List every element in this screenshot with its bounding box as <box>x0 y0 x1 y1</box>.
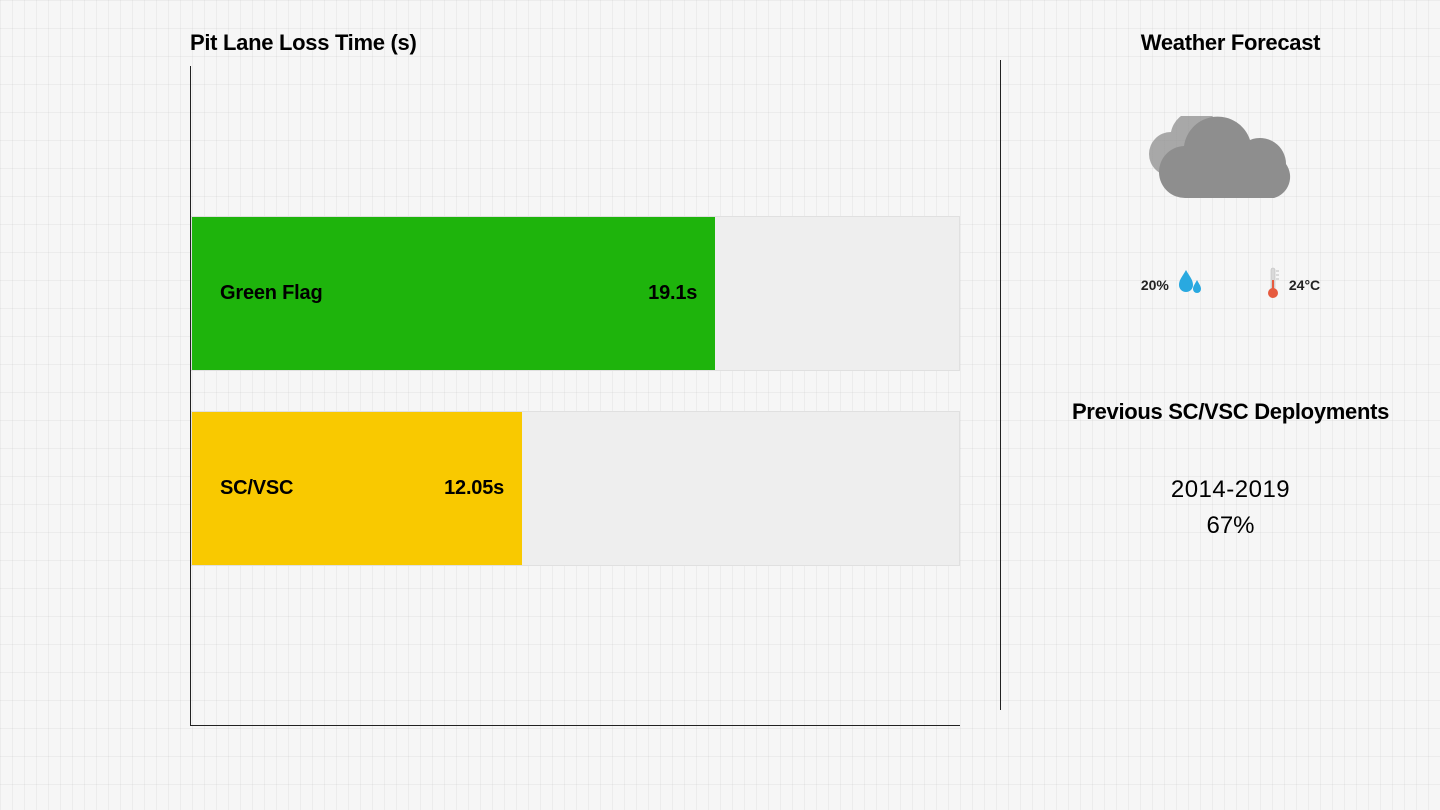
bar-label: Green Flag <box>220 282 322 305</box>
side-panel: Weather Forecast 20% <box>1000 60 1400 710</box>
rain-chance-value: 20% <box>1141 277 1169 293</box>
bar-track: SC/VSC 12.05s <box>191 411 960 566</box>
rain-chance: 20% <box>1141 268 1205 301</box>
pit-lane-chart-panel: Pit Lane Loss Time (s) Green Flag 19.1s SC… <box>40 30 1000 770</box>
bar-value: 19.1s <box>648 282 697 305</box>
bar-fill-green-flag: Green Flag 19.1s <box>192 217 715 370</box>
deployments-years: 2014-2019 <box>1171 476 1290 504</box>
bar-fill-sc-vsc: SC/VSC 12.05s <box>192 412 522 565</box>
weather-stats-row: 20% <box>1141 266 1320 303</box>
cloud-icon <box>1136 116 1326 211</box>
temperature-value: 24°C <box>1289 277 1320 293</box>
dashboard-container: Pit Lane Loss Time (s) Green Flag 19.1s SC… <box>0 0 1440 810</box>
weather-title: Weather Forecast <box>1141 30 1320 56</box>
thermometer-icon <box>1265 266 1281 303</box>
raindrops-icon <box>1177 268 1205 301</box>
deployments-title: Previous SC/VSC Deployments <box>1072 398 1389 426</box>
bar-track: Green Flag 19.1s <box>191 216 960 371</box>
bar-label: SC/VSC <box>220 477 293 500</box>
deployments-percentage: 67% <box>1206 512 1254 540</box>
bar-value: 12.05s <box>444 477 504 500</box>
chart-axes: Green Flag 19.1s SC/VSC 12.05s <box>190 66 960 726</box>
temperature: 24°C <box>1265 266 1320 303</box>
chart-title: Pit Lane Loss Time (s) <box>190 30 1000 56</box>
